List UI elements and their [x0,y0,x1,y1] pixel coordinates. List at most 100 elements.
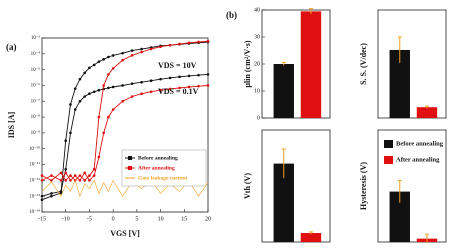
point [197,73,200,77]
point [73,108,77,111]
point [64,179,68,182]
point [64,171,68,175]
plot-frame [41,37,209,213]
point [88,66,91,70]
y-tick-label: 0 [257,115,260,121]
x-tick-label: 10 [158,216,164,222]
point [206,39,210,43]
point [130,82,134,85]
point [121,51,124,55]
point [121,99,124,103]
y-tick-label: 10 [254,88,260,94]
point [40,194,44,198]
point [59,171,63,175]
point [88,179,91,182]
bar [300,233,322,242]
legend-marker [128,166,132,170]
point [168,43,172,47]
legend-marker [128,156,132,160]
point [206,84,210,87]
legend-swatch [384,156,393,164]
point [78,174,82,177]
x-tick-label: 0 [112,216,115,222]
legend-box [121,149,207,187]
point [69,131,72,135]
point [92,174,96,177]
bar [273,64,294,118]
y-axis-label: S. S. (V/dec) [359,43,368,85]
y-axis-label: IDS [A] [7,111,16,138]
point [59,179,63,182]
point [130,95,134,98]
y-tick-label: 30 [254,34,260,40]
y-tick-label: 40 [254,7,260,13]
point [50,192,53,195]
point [88,174,91,177]
x-tick-label: -5 [87,216,92,222]
bar [273,163,294,242]
point [59,190,63,193]
point [140,50,143,54]
point [107,115,110,119]
legend-swatch [384,140,393,148]
plot-frame [377,129,447,243]
point [92,63,96,67]
legend-label: Before annealing [396,140,444,147]
point [102,84,105,87]
point [187,85,191,89]
point [97,60,101,63]
point [111,85,115,89]
y-axis-label: Vth (V) [243,173,252,199]
point [78,77,82,81]
y-axis-label: Hysteresis (V) [359,162,368,210]
y-tick-label: 10⁻⁹ [31,130,41,136]
point [102,58,105,61]
legend-label: Before annealing [138,155,178,161]
point [197,40,200,44]
point [69,103,72,106]
bar [389,191,410,242]
point [78,179,82,182]
point [187,74,191,78]
point [178,75,181,79]
plot-frame [377,9,447,119]
point [102,131,105,135]
bar [389,49,410,118]
point [168,87,172,91]
point [73,87,77,90]
point [130,49,134,52]
point [140,47,143,51]
bar [300,11,322,119]
y-tick-label: 10⁻¹¹ [29,162,40,168]
y-tick-label: 20 [254,61,260,67]
curve [41,73,209,197]
point [149,47,153,51]
point [149,79,153,82]
point [97,88,101,92]
y-tick-label: 10⁻⁵ [31,67,41,73]
curve [41,85,209,182]
y-tick-label: 10⁻⁶ [31,83,41,89]
bar [416,107,438,118]
x-tick-label: 20 [205,216,211,222]
point [107,73,110,76]
point [178,86,181,90]
annotation: VDS = 0.1V [158,87,199,96]
point [69,174,72,177]
legend-label: Gate leakage current [138,175,188,181]
point [83,179,86,182]
point [97,155,101,159]
point [168,76,172,80]
point [73,174,77,177]
y-tick-label: 10⁻⁴ [31,51,41,57]
point [40,174,44,177]
point [140,80,143,84]
point [121,58,124,62]
point [69,179,72,182]
y-axis-label: μlin (cm²/V·s) [243,40,252,87]
y-tick-label: 10⁻¹² [29,178,40,184]
y-tick-label: 10⁻⁷ [31,98,41,104]
y-tick-label: 10⁻¹⁴ [29,209,40,215]
point [197,84,200,88]
